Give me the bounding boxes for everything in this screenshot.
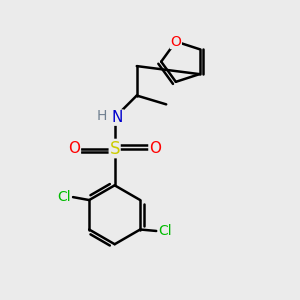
Text: O: O — [68, 141, 80, 156]
Text: N: N — [112, 110, 123, 125]
Text: H: H — [97, 109, 107, 123]
Text: O: O — [170, 34, 181, 49]
Text: O: O — [149, 141, 161, 156]
Text: Cl: Cl — [158, 224, 172, 238]
Text: Cl: Cl — [57, 190, 71, 204]
Text: S: S — [110, 140, 120, 158]
